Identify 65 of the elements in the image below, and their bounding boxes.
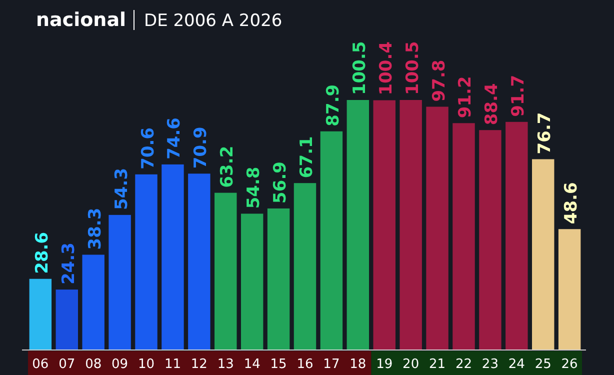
bar [162, 164, 184, 350]
data-label: 56.9 [270, 162, 291, 204]
bar [558, 229, 581, 350]
bar [294, 183, 316, 350]
bar [56, 290, 78, 350]
data-label: 54.8 [244, 166, 264, 209]
bar [346, 100, 370, 350]
bar [82, 254, 104, 350]
bar [400, 100, 422, 350]
x-tick-label: 14 [244, 357, 260, 372]
data-label: 91.7 [508, 74, 529, 117]
data-label: 100.5 [350, 41, 370, 95]
x-tick-label: 11 [164, 357, 181, 372]
data-label: 63.2 [218, 146, 238, 188]
bar [506, 122, 528, 350]
x-tick-label: 19 [376, 357, 393, 372]
data-label: 67.1 [297, 136, 317, 178]
data-label: 76.7 [535, 112, 556, 154]
bar [240, 214, 264, 350]
x-tick-label: 13 [217, 357, 234, 372]
data-label: 70.9 [191, 126, 212, 169]
bar [532, 159, 554, 350]
x-tick-label: 25 [534, 357, 552, 372]
bar [214, 192, 237, 350]
data-label: 97.8 [429, 60, 450, 102]
x-tick-label: 09 [112, 357, 128, 372]
data-label: 38.3 [85, 208, 106, 250]
data-label: 74.6 [164, 117, 185, 160]
x-tick-label: 20 [402, 357, 420, 372]
bar [426, 106, 448, 350]
x-tick-label: 10 [138, 357, 155, 372]
bar [320, 131, 343, 350]
data-label: 28.6 [32, 232, 52, 274]
data-label: 48.6 [562, 182, 582, 224]
x-tick-label: 16 [296, 357, 314, 372]
x-tick-label: 23 [482, 357, 498, 372]
x-tick-label: 26 [561, 357, 578, 372]
bar [135, 174, 158, 350]
bar [479, 130, 502, 350]
bar [373, 100, 396, 350]
data-label: 91.2 [456, 76, 476, 118]
data-label: 100.5 [402, 41, 423, 95]
bar [108, 214, 131, 350]
x-tick-label: 18 [350, 357, 366, 372]
data-label: 54.3 [112, 168, 132, 210]
data-label: 88.4 [482, 82, 502, 126]
data-label: 87.9 [323, 84, 344, 126]
x-tick-label: 06 [32, 357, 49, 372]
data-label: 100.4 [376, 41, 396, 96]
chart-title: nacional [36, 9, 126, 31]
data-label: 70.6 [138, 127, 158, 170]
x-tick-label: 22 [455, 357, 472, 372]
bar [452, 123, 475, 350]
x-tick-label: 07 [58, 357, 76, 372]
x-tick-label: 17 [323, 357, 340, 372]
x-tick-label: 08 [85, 357, 102, 372]
bar [188, 174, 210, 350]
bar [29, 278, 52, 350]
x-tick-label: 21 [429, 357, 446, 372]
bar [267, 208, 290, 350]
x-tick-label: 15 [270, 357, 287, 372]
data-label: 24.3 [58, 242, 79, 285]
chart-subtitle: DE 2006 A 2026 [144, 11, 282, 31]
x-tick-label: 12 [190, 357, 208, 372]
x-tick-label: 24 [508, 357, 525, 372]
